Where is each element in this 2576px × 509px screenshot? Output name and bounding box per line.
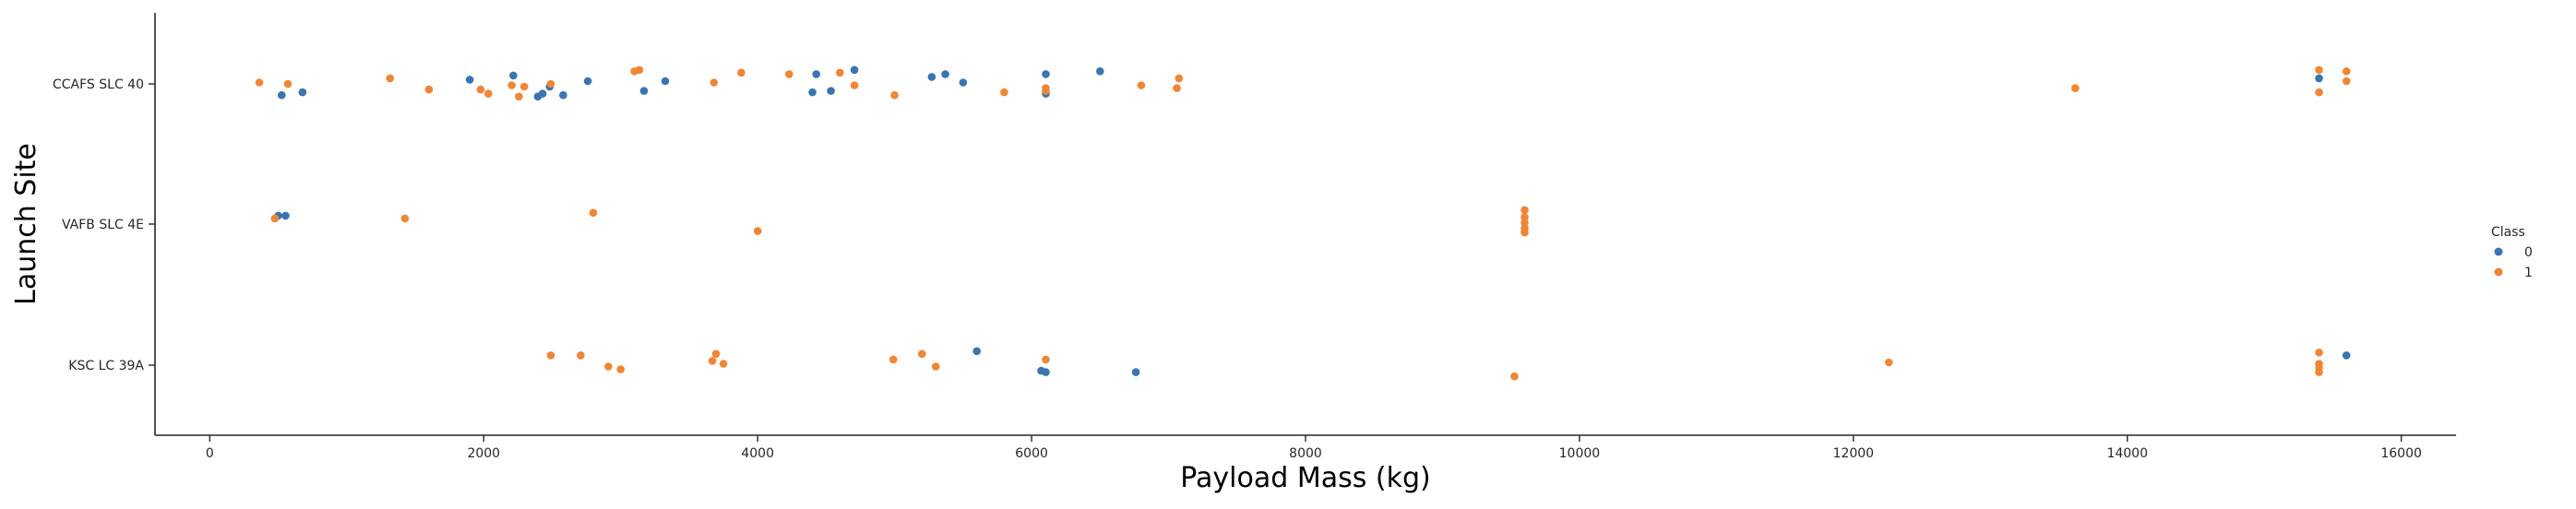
data-point-class-1: [711, 349, 721, 359]
legend-label-0: 0: [2524, 245, 2533, 260]
data-point-class-1: [850, 81, 859, 89]
data-point-class-1: [2342, 77, 2351, 86]
data-points: [255, 65, 2351, 381]
data-point-class-1: [1521, 228, 1529, 237]
y-tick-label: VAFB SLC 4E: [62, 218, 144, 232]
data-point-class-0: [2315, 74, 2323, 83]
x-tick-label: 0: [206, 446, 214, 461]
data-point-class-1: [2315, 368, 2323, 376]
data-point-class-1: [1521, 213, 1529, 221]
data-point-class-1: [785, 70, 793, 78]
data-point-class-1: [546, 351, 555, 360]
legend-marker-1: [2494, 267, 2503, 277]
data-point-class-0: [827, 87, 835, 95]
data-point-class-0: [1096, 67, 1104, 76]
x-tick-label: 10000: [1559, 446, 1601, 461]
x-tick-label: 4000: [741, 446, 774, 461]
data-point-class-1: [484, 89, 493, 98]
data-point-class-1: [476, 85, 485, 94]
data-point-class-0: [281, 211, 290, 220]
data-point-class-0: [959, 78, 968, 87]
data-point-class-1: [708, 357, 717, 365]
data-point-class-1: [400, 214, 410, 223]
data-point-class-0: [661, 77, 670, 86]
x-tick-label: 8000: [1289, 446, 1322, 461]
y-tick-label: KSC LC 39A: [68, 359, 144, 373]
legend: Class 0 1: [2491, 225, 2533, 280]
data-point-class-0: [509, 71, 518, 80]
data-point-class-1: [888, 355, 898, 364]
data-point-class-0: [1131, 368, 1140, 376]
data-point-class-1: [424, 85, 434, 94]
data-point-class-1: [1885, 358, 1893, 367]
data-point-class-1: [2315, 349, 2323, 357]
data-point-class-1: [737, 68, 745, 77]
data-point-class-0: [639, 87, 649, 95]
x-tick-label: 16000: [2380, 446, 2422, 461]
x-axis-title: Payload Mass (kg): [1180, 462, 1430, 494]
x-tick-label: 2000: [467, 446, 500, 461]
data-point-class-1: [1000, 88, 1008, 97]
data-point-class-1: [719, 360, 728, 368]
data-point-class-1: [255, 78, 264, 87]
data-point-class-1: [931, 362, 940, 371]
data-point-class-1: [1521, 219, 1529, 227]
data-point-class-1: [836, 68, 844, 77]
data-point-class-1: [270, 214, 280, 223]
data-point-class-0: [583, 77, 592, 86]
x-tick-label: 6000: [1015, 446, 1048, 461]
data-point-class-1: [1510, 372, 1519, 381]
data-point-class-1: [710, 78, 719, 87]
data-point-class-0: [927, 73, 936, 81]
data-point-class-1: [2071, 84, 2080, 92]
data-point-class-1: [546, 79, 555, 89]
data-point-class-1: [515, 92, 523, 101]
data-point-class-1: [507, 81, 516, 89]
x-tick-label: 14000: [2106, 446, 2148, 461]
plot-area: 0 2000 4000 6000 8000 10000 12000 14000 16000 CC…: [53, 13, 2456, 461]
data-point-class-0: [278, 90, 286, 100]
data-point-class-1: [2342, 67, 2351, 76]
legend-title: Class: [2491, 225, 2525, 240]
y-tick-label: CCAFS SLC 40: [53, 77, 144, 92]
data-point-class-1: [635, 65, 644, 75]
data-point-class-1: [1521, 206, 1529, 215]
data-point-class-1: [616, 365, 625, 373]
legend-label-1: 1: [2524, 266, 2533, 280]
data-point-class-0: [1042, 368, 1050, 376]
x-ticks: 0 2000 4000 6000 8000 10000 12000 14000 16000: [206, 435, 2422, 461]
data-point-class-1: [589, 208, 598, 218]
data-point-class-1: [1137, 81, 1146, 89]
data-point-class-1: [283, 79, 292, 89]
x-tick-label: 12000: [1833, 446, 1875, 461]
data-point-class-1: [890, 90, 899, 100]
data-point-class-0: [941, 70, 949, 78]
data-point-class-0: [559, 90, 567, 100]
data-point-class-1: [1173, 84, 1181, 92]
data-point-class-0: [850, 65, 859, 75]
y-ticks: CCAFS SLC 40 VAFB SLC 4E KSC LC 39A: [53, 77, 155, 373]
data-point-class-1: [519, 82, 529, 91]
data-point-class-1: [1042, 355, 1050, 364]
data-point-class-0: [538, 89, 547, 98]
data-point-class-1: [2315, 65, 2323, 75]
data-point-class-1: [753, 227, 762, 235]
data-point-class-0: [808, 88, 817, 97]
data-point-class-1: [577, 351, 585, 360]
data-point-class-0: [1042, 70, 1050, 78]
data-point-class-1: [386, 74, 395, 83]
data-point-class-1: [1042, 87, 1050, 95]
y-axis-title: Launch Site: [10, 143, 42, 305]
legend-marker-0: [2494, 247, 2503, 256]
data-point-class-0: [465, 76, 474, 84]
data-point-class-0: [972, 347, 981, 356]
data-point-class-1: [918, 349, 926, 359]
data-point-class-0: [298, 88, 307, 97]
data-point-class-1: [2315, 88, 2323, 97]
data-point-class-0: [812, 70, 820, 78]
data-point-class-1: [1175, 74, 1184, 83]
data-point-class-0: [2342, 351, 2351, 360]
data-point-class-1: [604, 362, 613, 371]
